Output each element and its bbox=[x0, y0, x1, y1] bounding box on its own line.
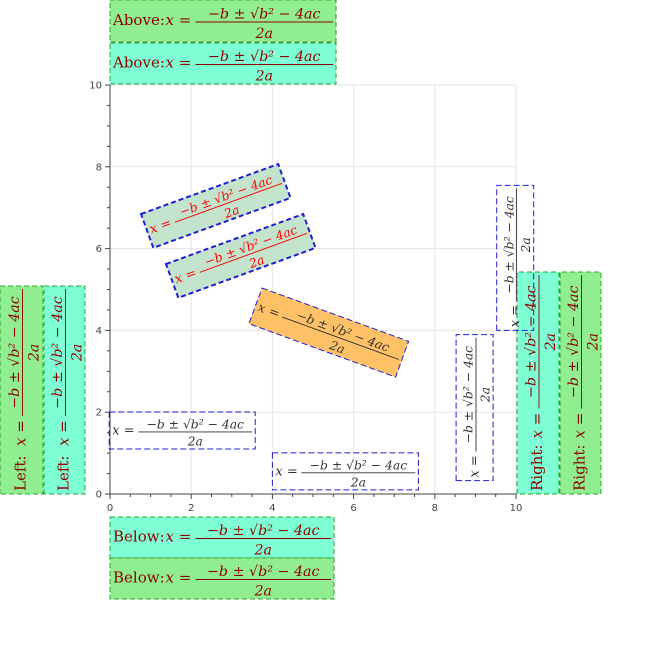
annotation-box bbox=[43, 285, 86, 495]
annotation-label-11: x = −b ± √b² − 4ac 2a bbox=[496, 184, 535, 331]
formula-denominator: 2a bbox=[221, 203, 241, 222]
formula-numerator: −b ± √b² − 4ac bbox=[502, 196, 516, 294]
formula-lhs: x = bbox=[166, 569, 192, 587]
annotation-prefix: Below: bbox=[113, 569, 165, 587]
formula-numerator: −b ± √b² − 4ac bbox=[310, 459, 408, 473]
formula-lhs: x = bbox=[148, 216, 174, 238]
y-tick-label: 6 bbox=[96, 244, 102, 255]
x-tick-label: 6 bbox=[350, 503, 356, 514]
formula-lhs: x = bbox=[508, 305, 523, 327]
formula-denominator: 2a bbox=[69, 344, 85, 363]
formula-lhs: x = bbox=[12, 420, 30, 446]
y-tick-label: 10 bbox=[89, 81, 102, 92]
annotation-box bbox=[109, 557, 335, 600]
formula-numerator: −b ± √b² − 4ac bbox=[207, 564, 320, 580]
annotation-label-4: Left: x = −b ± √b² − 4ac 2a bbox=[0, 285, 44, 495]
formula-denominator: 2a bbox=[246, 253, 266, 272]
annotation-label-9: x = −b ± √b² − 4ac 2a bbox=[271, 452, 419, 491]
formula-lhs: x = bbox=[166, 54, 192, 72]
formula-lhs: x = bbox=[173, 266, 199, 288]
grid-lines bbox=[109, 84, 517, 495]
x-tick-label: 4 bbox=[269, 503, 275, 514]
x-tick-label: 10 bbox=[510, 503, 523, 514]
annotation-label-10: x = −b ± √b² − 4ac 2a bbox=[455, 334, 494, 482]
annotation-box bbox=[271, 452, 419, 491]
formula-denominator: 2a bbox=[253, 542, 272, 558]
annotation-box bbox=[0, 285, 44, 495]
formula-denominator: 2a bbox=[253, 583, 272, 599]
fraction-bar bbox=[199, 232, 308, 273]
formula-lhs: x = bbox=[256, 300, 282, 322]
formula-lhs: x = bbox=[571, 413, 589, 439]
formula-denominator: 2a bbox=[519, 237, 533, 253]
annotation-label-7: Right: x = −b ± √b² − 4ac 2a bbox=[559, 271, 602, 495]
annotation-box bbox=[516, 271, 560, 495]
annotation-box bbox=[164, 212, 317, 300]
formula-denominator: 2a bbox=[26, 344, 42, 363]
x-tick-label: 8 bbox=[432, 503, 438, 514]
fraction-bar bbox=[282, 316, 399, 360]
annotation-box bbox=[108, 411, 256, 450]
formula-lhs: x = bbox=[275, 464, 297, 479]
formula-numerator: −b ± √b² − 4ac bbox=[7, 296, 23, 409]
formula-lhs: x = bbox=[112, 424, 134, 439]
formula-denominator: 2a bbox=[350, 475, 366, 489]
annotation-box bbox=[455, 334, 494, 482]
annotation-label-1: Above: x = −b ± √b² − 4ac 2a bbox=[109, 42, 337, 85]
annotation-box bbox=[109, 42, 337, 85]
formula-numerator: −b ± √b² − 4ac bbox=[207, 523, 320, 539]
annotation-prefix: Above: bbox=[112, 11, 165, 29]
formula-lhs: x = bbox=[528, 413, 546, 439]
y-tick-label: 0 bbox=[96, 490, 102, 501]
formula-numerator: −b ± √b² − 4ac bbox=[523, 285, 539, 398]
annotation-box bbox=[139, 162, 292, 250]
annotation-label-0: Above: x = −b ± √b² − 4ac 2a bbox=[109, 0, 337, 43]
annotation-prefix: Left: bbox=[12, 456, 30, 491]
formula-numerator: −b ± √b² − 4ac bbox=[462, 346, 476, 444]
formula-lhs: x = bbox=[55, 420, 73, 446]
formula-numerator: −b ± √b² − 4ac bbox=[566, 285, 582, 398]
annotation-prefix: Left: bbox=[55, 456, 73, 491]
annotation-label-8: x = −b ± √b² − 4ac 2a bbox=[108, 411, 256, 450]
annotation-box bbox=[496, 184, 535, 331]
x-tick-label: 2 bbox=[188, 503, 194, 514]
annotation-prefix: Below: bbox=[113, 528, 165, 546]
formula-numerator: −b ± √b² − 4ac bbox=[50, 296, 66, 409]
formula-denominator: 2a bbox=[585, 333, 601, 352]
annotation-box bbox=[109, 516, 335, 559]
fraction-bar bbox=[174, 182, 283, 223]
x-tick-label: 0 bbox=[107, 503, 113, 514]
annotation-prefix: Right: bbox=[571, 445, 589, 491]
formula-lhs: x = bbox=[166, 11, 192, 29]
formula-numerator: −b ± √b² − 4ac bbox=[208, 49, 321, 65]
formula-lhs: x = bbox=[468, 455, 483, 477]
annotation-box bbox=[109, 0, 337, 43]
annotation-label-6: Right: x = −b ± √b² − 4ac 2a bbox=[516, 271, 560, 495]
formula-denominator: 2a bbox=[479, 387, 493, 403]
formula-denominator: 2a bbox=[543, 333, 559, 352]
y-tick-label: 8 bbox=[96, 162, 102, 173]
formula-denominator: 2a bbox=[187, 435, 203, 449]
y-tick-label: 2 bbox=[96, 408, 102, 419]
annotation-prefix: Above: bbox=[112, 54, 165, 72]
formula-denominator: 2a bbox=[254, 26, 273, 42]
annotation-box bbox=[559, 271, 602, 495]
formula-numerator: −b ± √b² − 4ac bbox=[147, 418, 245, 432]
formula-lhs: x = bbox=[166, 528, 192, 546]
annotation-label-2: Below: x = −b ± √b² − 4ac 2a bbox=[109, 516, 335, 559]
annotation-label-5: Left: x = −b ± √b² − 4ac 2a bbox=[43, 285, 86, 495]
formula-numerator: −b ± √b² − 4ac bbox=[208, 6, 321, 22]
axes: 0 2 4 6 8 10 0 2 4 6 8 10 bbox=[89, 81, 522, 515]
annotation-label-3: Below: x = −b ± √b² − 4ac 2a bbox=[109, 557, 335, 600]
annotation-box bbox=[248, 287, 410, 378]
annotation-prefix: Right: bbox=[528, 445, 546, 491]
y-tick-label: 4 bbox=[96, 326, 102, 337]
formula-denominator: 2a bbox=[327, 338, 347, 357]
formula-denominator: 2a bbox=[254, 68, 273, 84]
